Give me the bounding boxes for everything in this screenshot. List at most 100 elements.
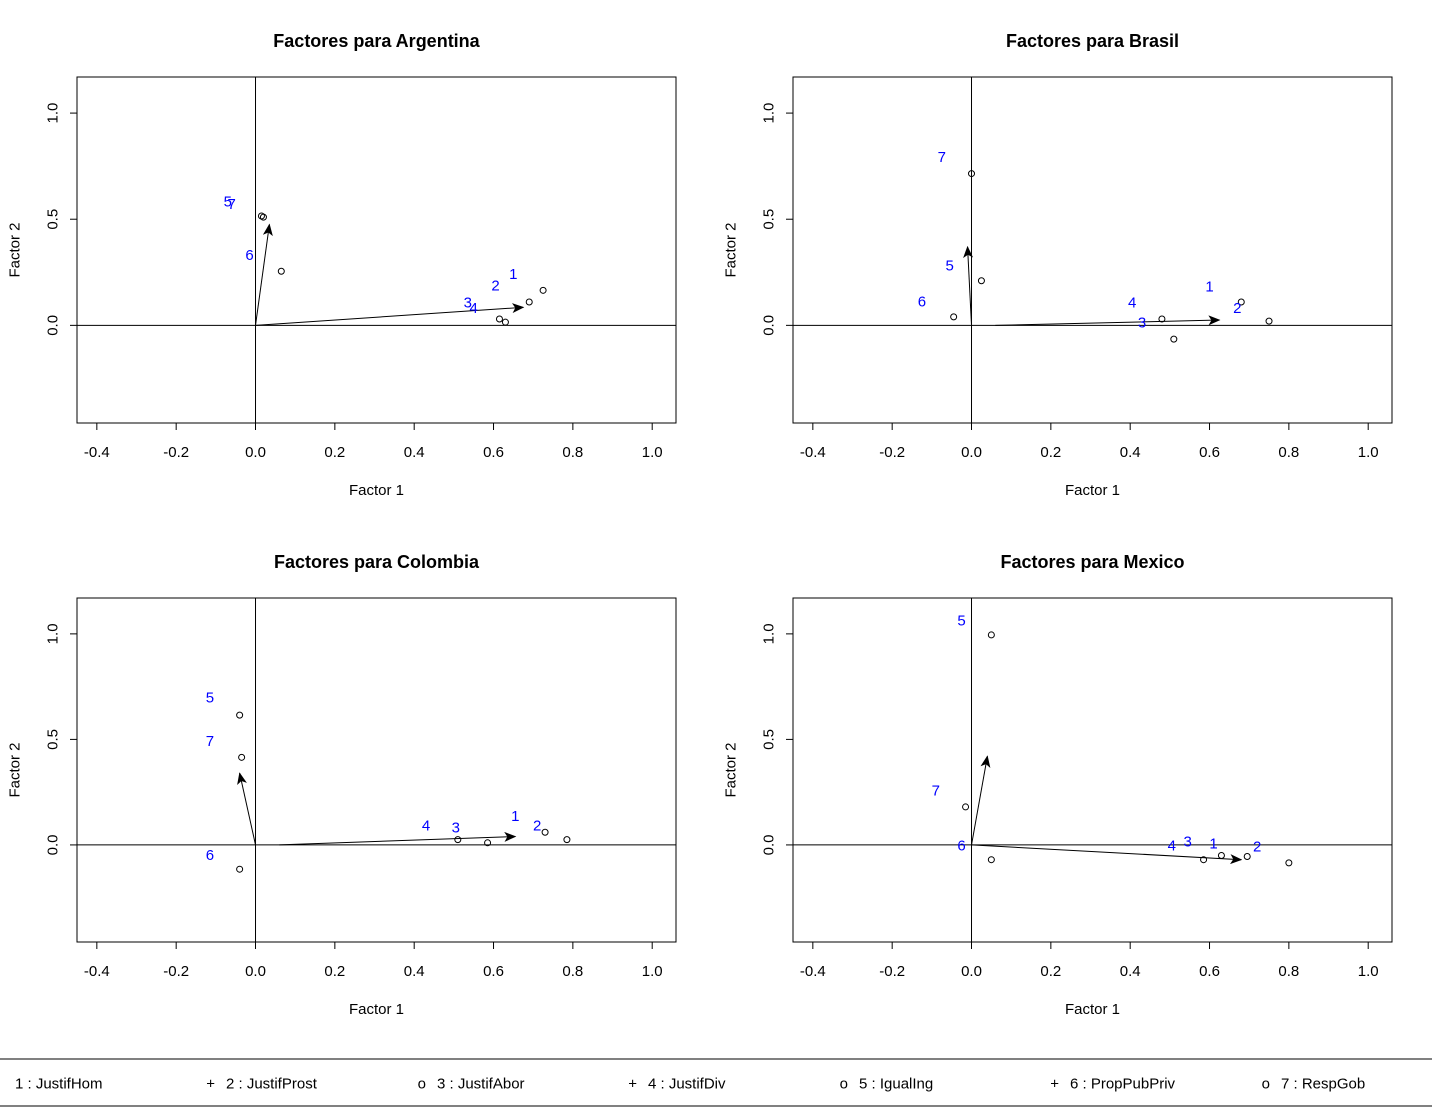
variable-label: 1 [1205,279,1213,296]
plot-frame [76,597,677,943]
data-point [236,865,244,873]
plot-frame [76,76,677,424]
x-tick-label: 0.2 [1040,963,1061,980]
variable-label: 5 [946,257,954,274]
data-point [1285,859,1293,867]
plot-frame [792,597,1393,943]
y-tick-label: 0.5 [761,729,778,750]
data-point [563,836,571,844]
legend-entry: 1 : JustifHom [15,1076,103,1093]
variable-label: 6 [206,847,214,864]
x-tick-label: 0.6 [1199,444,1220,461]
y-axis-label: Factor 2 [723,222,740,277]
data-point [1265,317,1273,325]
x-tick-label: 0.4 [404,963,425,980]
variable-label: 3 [1184,833,1192,850]
variable-label: 7 [932,783,940,800]
data-point [950,313,958,321]
data-point [454,836,462,844]
x-tick-label: 0.4 [404,444,425,461]
x-tick-label: -0.2 [879,444,905,461]
x-tick-label: 0.0 [245,444,266,461]
x-axis-label: Factor 1 [349,1001,404,1018]
legend-symbol: + [1050,1076,1059,1093]
x-tick-label: -0.2 [879,963,905,980]
variable-label: 3 [1138,315,1146,332]
data-point [1170,335,1178,343]
factor-arrow [255,223,273,326]
variable-label: 1 [1209,835,1217,852]
legend-entry: 4 : JustifDiv [648,1076,726,1093]
data-point [987,631,995,639]
panel-title: Factores para Mexico [1000,552,1184,572]
variable-label: 2 [491,278,499,295]
x-tick-label: 0.8 [562,963,583,980]
variable-label: 5 [957,613,965,630]
x-tick-label: 0.6 [483,963,504,980]
x-tick-label: 0.2 [324,963,345,980]
data-point [1237,298,1245,306]
data-point [236,711,244,719]
legend-symbol: + [628,1076,637,1093]
variable-label: 7 [228,196,236,213]
x-tick-label: 1.0 [642,963,663,980]
factor-panel-2: Factores para Brasil -0.4 -0.2 0.0 0.2 0.4 0.6… [723,31,1393,499]
x-tick-label: -0.2 [163,963,189,980]
data-point [238,753,246,761]
legend-entry: 2 : JustifProst [226,1076,318,1093]
data-point [484,839,492,847]
data-point [1217,851,1225,859]
plot-frame [792,76,1393,424]
x-tick-label: 0.0 [961,963,982,980]
data-point [539,286,547,294]
x-tick-label: -0.4 [84,444,110,461]
y-tick-label: 0.5 [45,209,62,230]
variable-label: 4 [422,817,430,834]
factor-panel-1: Factores para Argentina -0.4 -0.2 0.0 0.2 0.4… [7,31,677,499]
factor-arrow [237,772,256,846]
data-point [541,828,549,836]
x-axis-label: Factor 1 [349,482,404,499]
y-axis-label: Factor 2 [723,742,740,797]
x-tick-label: 1.0 [642,444,663,461]
panel-title: Factores para Argentina [273,31,480,51]
legend-symbol: o [840,1076,848,1093]
x-tick-label: 0.8 [1278,963,1299,980]
y-tick-label: 0.5 [45,729,62,750]
x-tick-label: 1.0 [1358,963,1379,980]
factor-panel-3: Factores para Colombia -0.4 -0.2 0.0 0.2 0.4 0… [7,552,677,1018]
data-point [501,318,509,326]
x-tick-label: 0.4 [1120,444,1141,461]
panel-title: Factores para Colombia [274,552,480,572]
x-axis-label: Factor 1 [1065,482,1120,499]
factor-arrow [255,303,525,326]
factor-arrow [971,755,991,846]
x-tick-label: -0.4 [800,963,826,980]
y-tick-label: 1.0 [45,103,62,124]
legend-entry: 6 : PropPubPriv [1070,1076,1176,1093]
variable-label: 1 [511,808,519,825]
legend-entry: 7 : RespGob [1281,1076,1365,1093]
y-tick-label: 1.0 [761,103,778,124]
y-tick-label: 0.5 [761,209,778,230]
variable-label: 6 [918,294,926,311]
x-tick-label: 0.6 [483,444,504,461]
x-tick-label: 0.2 [324,444,345,461]
variable-label: 5 [224,194,232,211]
x-tick-label: 0.8 [562,444,583,461]
legend-symbol: + [206,1076,215,1093]
data-point [977,277,985,285]
legend-symbol: o [418,1076,426,1093]
variable-label: 7 [206,733,214,750]
data-point [495,315,503,323]
x-tick-label: 1.0 [1358,444,1379,461]
y-tick-label: 0.0 [761,834,778,855]
legend-entry: 3 : JustifAbor [437,1076,525,1093]
legend-entry: 5 : IgualIng [859,1076,933,1093]
factor-arrow [963,245,974,326]
variable-label: 5 [206,690,214,707]
data-point [277,267,285,275]
x-tick-label: -0.4 [800,444,826,461]
variable-label: 3 [464,295,472,312]
